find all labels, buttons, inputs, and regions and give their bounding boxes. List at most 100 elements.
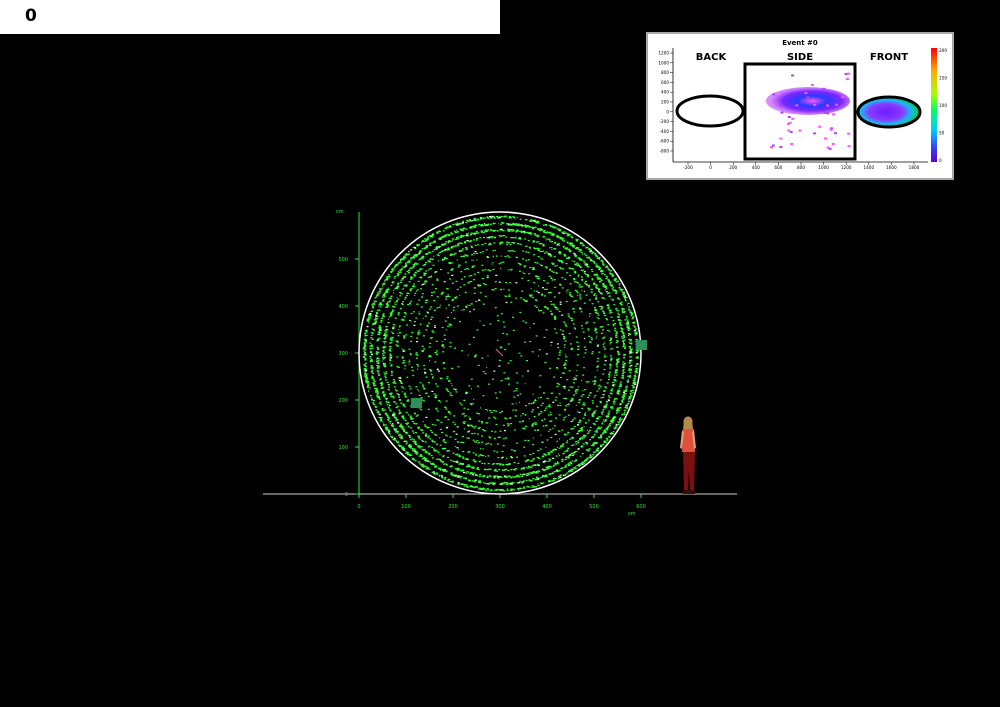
detector-hit: [595, 298, 598, 300]
detector-hit: [401, 257, 404, 260]
detector-hit: [599, 437, 602, 439]
detector-hit: [512, 216, 515, 218]
detector-hit: [403, 406, 406, 408]
detector-hit: [408, 435, 411, 437]
detector-hit: [442, 250, 445, 252]
detector-hit: [369, 347, 372, 349]
detector-hit: [484, 229, 487, 231]
detector-hit: [576, 364, 579, 366]
detector-hit: [610, 433, 613, 435]
detector-hit: [387, 432, 390, 434]
detector-hit: [550, 420, 553, 422]
detector-hit: [575, 392, 577, 394]
detector-hit: [552, 427, 554, 429]
detector-hit: [592, 436, 595, 439]
detector-hit: [396, 405, 399, 408]
detector-hit: [593, 294, 595, 296]
detector-hit: [377, 359, 380, 362]
detector-hit: [469, 234, 472, 236]
detector-hit: [534, 305, 537, 307]
detector-hit: [415, 450, 417, 452]
detector-hit: [384, 346, 387, 348]
detector-hit: [617, 391, 619, 393]
detector-hit: [368, 391, 370, 393]
detector-hit: [598, 388, 601, 390]
detector-hit: [450, 459, 453, 461]
detector-hit: [569, 274, 572, 277]
detector-hit: [440, 377, 443, 379]
detector-hit: [477, 271, 480, 273]
detector-hit: [591, 251, 594, 253]
detector-hit: [585, 349, 588, 351]
detector-hit: [616, 408, 619, 410]
detector-hit: [377, 351, 380, 353]
detector-hit: [407, 272, 410, 274]
detector-hit: [410, 258, 411, 260]
detector-hit: [571, 454, 574, 456]
detector-hit: [608, 410, 611, 412]
detector-hit: [425, 450, 427, 452]
detector-hit: [469, 473, 472, 475]
detector-hit: [516, 256, 518, 259]
detector-hit: [425, 460, 428, 462]
detector-hit: [390, 365, 393, 367]
detector-hit: [537, 255, 540, 258]
detector-hit: [614, 327, 617, 329]
detector-hit: [384, 341, 387, 343]
detector-hit: [556, 343, 559, 345]
detector-hit: [553, 296, 556, 298]
detector-hit: [621, 288, 624, 291]
detector-hit: [415, 263, 418, 265]
detector-hit: [584, 460, 587, 462]
detector-hit: [362, 348, 365, 350]
detector-hit: [378, 329, 381, 331]
detector-hit: [420, 455, 422, 457]
detector-hit: [368, 389, 370, 391]
detector-hit: [449, 323, 452, 325]
detector-hit: [484, 269, 487, 271]
detector-hit: [556, 367, 558, 369]
detector-hit: [567, 464, 570, 466]
detector-hit: [578, 421, 580, 423]
detector-hit: [389, 338, 392, 340]
detector-hit: [396, 419, 399, 421]
detector-hit: [402, 416, 404, 418]
detector-hit: [578, 264, 580, 266]
detector-hit: [627, 381, 630, 383]
detector-hit: [526, 459, 528, 461]
detector-hit: [575, 440, 578, 443]
detector-hit: [520, 224, 523, 226]
detector-hit: [457, 467, 460, 470]
detector-hit: [551, 249, 553, 251]
detector-hit: [611, 422, 614, 424]
detector-hit: [563, 335, 565, 337]
detector-hit: [535, 241, 538, 243]
detector-hit: [436, 385, 439, 387]
detector-hit: [497, 477, 500, 479]
detector-hit: [487, 410, 489, 412]
detector-hit: [628, 334, 630, 336]
detector-hit: [469, 311, 471, 313]
detector-hit: [618, 387, 620, 390]
detector-hit: [422, 240, 425, 242]
detector-hit: [571, 243, 574, 245]
detector-hit: [620, 418, 622, 420]
detector-hit: [597, 317, 600, 319]
detector-hit: [528, 418, 530, 420]
detector-hit: [628, 306, 631, 308]
detector-hit: [423, 274, 426, 276]
detector-hit: [463, 412, 465, 415]
detector-hit: [583, 367, 586, 369]
detector-hit: [517, 243, 520, 245]
detector-hit: [396, 297, 398, 299]
detector-hit: [402, 403, 405, 405]
detector-hit: [479, 475, 481, 477]
detector-hit: [463, 242, 466, 244]
detector-hit: [507, 425, 510, 427]
detector-hit: [411, 458, 414, 460]
detector-hit: [572, 308, 575, 310]
detector-hit: [557, 236, 560, 238]
detector-hit: [464, 235, 466, 237]
inset-y-tick-label: -400: [659, 129, 669, 134]
detector-hit: [425, 376, 428, 378]
